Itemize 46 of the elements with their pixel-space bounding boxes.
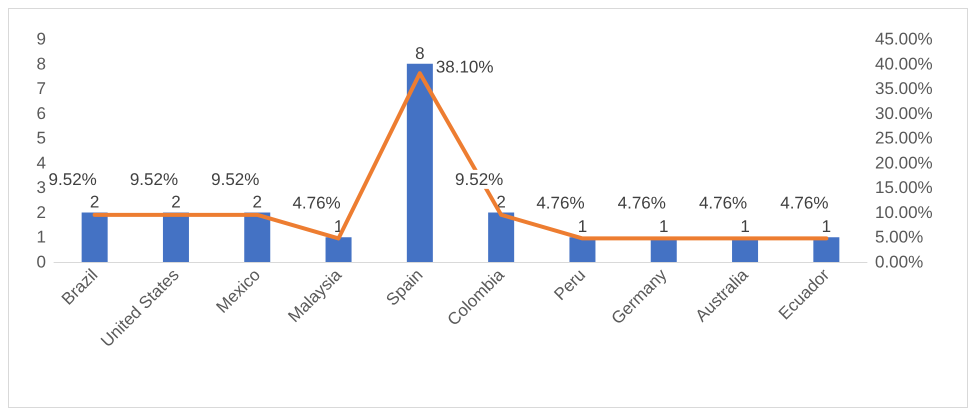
- data-label: 2: [252, 192, 262, 212]
- data-label: 1: [822, 217, 832, 236]
- y2-tick-label: 20.00%: [875, 153, 933, 172]
- y-tick-label: 3: [36, 178, 46, 198]
- y-tick-label: 8: [36, 54, 46, 74]
- data-label: 1: [659, 217, 668, 236]
- bar: [569, 237, 596, 262]
- y2-tick-label: 0.00%: [875, 252, 924, 272]
- y2-tick-label: 35.00%: [875, 79, 933, 98]
- y-tick-label: 7: [36, 79, 46, 98]
- y2-tick-label: 45.00%: [875, 30, 933, 48]
- bar: [406, 64, 433, 262]
- y2-tick-label: 30.00%: [875, 104, 933, 123]
- data-label: 2: [90, 192, 100, 212]
- bar: [244, 212, 270, 262]
- data-label: 4.76%: [780, 193, 828, 212]
- y2-tick-label: 25.00%: [875, 128, 933, 148]
- data-label: 4.76%: [536, 193, 585, 212]
- data-label: 4.76%: [698, 193, 748, 212]
- y-tick-label: 2: [36, 202, 46, 222]
- y-tick-label: 1: [36, 228, 46, 247]
- data-label: 1: [740, 217, 750, 236]
- bar: [82, 212, 108, 262]
- y-tick-label: 4: [36, 153, 46, 172]
- data-label: 4.76%: [618, 193, 666, 212]
- data-label: 9.52%: [211, 170, 260, 189]
- y-tick-label: 0: [36, 252, 46, 272]
- data-label: 9.52%: [130, 170, 178, 189]
- y2-tick-label: 10.00%: [875, 202, 933, 222]
- data-label: 8: [415, 44, 425, 63]
- bar: [162, 212, 189, 262]
- y-tick-label: 9: [36, 30, 46, 48]
- bar: [488, 212, 514, 262]
- y-tick-label: 6: [36, 104, 46, 123]
- y2-tick-label: 5.00%: [875, 228, 924, 247]
- data-label: 1: [578, 217, 588, 236]
- data-label: 9.52%: [48, 170, 97, 189]
- y2-tick-label: 40.00%: [875, 54, 933, 74]
- data-label: 2: [171, 192, 181, 212]
- data-label: 38.10%: [436, 58, 494, 77]
- bar: [813, 237, 840, 262]
- data-label: 9.52%: [455, 170, 504, 189]
- bar: [326, 237, 352, 262]
- data-label: 4.76%: [292, 193, 341, 212]
- y-tick-label: 5: [36, 128, 46, 148]
- y2-tick-label: 15.00%: [875, 178, 933, 198]
